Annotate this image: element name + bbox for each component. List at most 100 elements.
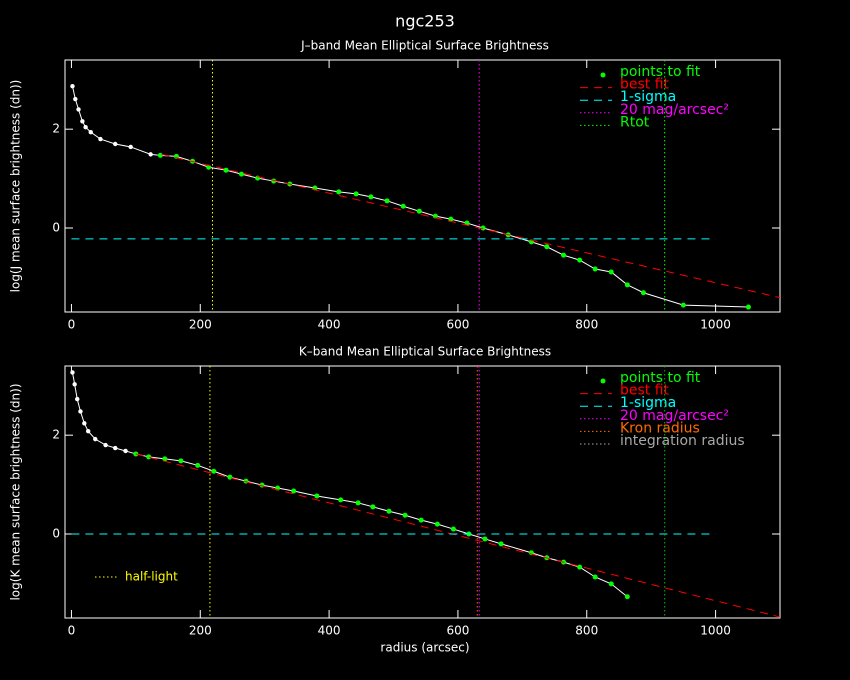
fit-point — [353, 191, 359, 197]
fit-point — [680, 302, 686, 308]
legend-label: Kron radius — [620, 420, 700, 436]
fit-point — [370, 504, 376, 510]
fit-point — [624, 594, 630, 600]
fit-point — [577, 564, 583, 570]
legend-label: best fit — [620, 77, 670, 93]
panel-title: J–band Mean Elliptical Surface Brightnes… — [300, 39, 549, 53]
fit-point — [450, 526, 456, 532]
dashed-line — [135, 453, 780, 618]
legend-label: integration radius — [620, 433, 745, 449]
legend-label: 1-sigma — [620, 395, 676, 411]
fit-point — [544, 244, 550, 250]
fit-point — [592, 574, 598, 580]
fit-point — [482, 536, 488, 542]
fit-point — [162, 456, 168, 462]
plot-frame — [64, 365, 781, 619]
fit-point — [592, 266, 598, 272]
fit-point — [386, 508, 392, 514]
x-tick-label: 800 — [575, 318, 598, 332]
fit-point — [608, 581, 614, 587]
profile-point — [73, 96, 78, 102]
fit-point — [745, 304, 751, 310]
fit-point — [314, 493, 320, 499]
fit-point — [416, 208, 422, 214]
x-tick-label: 1000 — [700, 624, 731, 638]
x-tick-label: 800 — [575, 624, 598, 638]
profile-point — [83, 125, 88, 130]
profile-point — [128, 144, 133, 150]
profile-point — [123, 448, 128, 454]
fit-point — [561, 252, 567, 258]
y-tick-label: 0 — [52, 527, 60, 541]
fit-point — [498, 541, 504, 547]
fit-point — [336, 189, 342, 195]
fit-point — [577, 257, 583, 263]
fit-point — [227, 474, 233, 480]
fit-point — [384, 198, 390, 204]
profile-point — [70, 83, 75, 89]
x-tick-label: 600 — [446, 318, 469, 332]
legend-label: 1-sigma — [620, 89, 676, 105]
fit-point — [338, 497, 344, 503]
fit-point — [223, 167, 229, 173]
page-title: ngc253 — [395, 12, 455, 31]
y-tick-label: 2 — [52, 428, 60, 442]
y-axis-label: log(J mean surface brightness (dn)) — [9, 80, 23, 293]
annotation: half-light — [125, 570, 178, 584]
x-tick-label: 200 — [189, 318, 212, 332]
fit-point — [400, 203, 406, 209]
x-tick-label: 400 — [318, 624, 341, 638]
profile-point — [80, 119, 85, 124]
y-tick-label: 2 — [52, 122, 60, 136]
fit-point — [211, 468, 217, 474]
x-axis-label: radius (arcsec) — [380, 641, 469, 655]
legend-label: best fit — [620, 383, 670, 399]
legend-label: points to fit — [620, 370, 701, 386]
x-tick-label: 0 — [68, 318, 76, 332]
fit-point — [432, 213, 438, 219]
legend-label: Rtot — [620, 114, 650, 130]
fit-point — [464, 220, 470, 226]
profile-point — [88, 129, 93, 135]
dashed-line — [161, 153, 780, 299]
profile-point — [76, 107, 81, 112]
legend-label: points to fit — [620, 64, 701, 80]
profile-point — [70, 370, 75, 375]
fit-point — [402, 512, 408, 518]
fit-point — [448, 216, 454, 222]
profile-point — [82, 421, 87, 426]
profile-point — [148, 152, 153, 157]
panel-title: K–band Mean Elliptical Surface Brightnes… — [299, 345, 551, 359]
fit-point — [178, 458, 184, 464]
fit-point — [434, 521, 440, 527]
fit-point — [238, 171, 244, 177]
x-tick-label: 0 — [68, 624, 76, 638]
fit-point — [146, 454, 152, 460]
fit-point — [243, 478, 249, 484]
y-tick-label: 0 — [52, 221, 60, 235]
x-tick-label: 200 — [189, 624, 212, 638]
fit-point — [157, 152, 163, 158]
profile-point — [113, 445, 118, 451]
x-tick-label: 600 — [446, 624, 469, 638]
profile-point — [98, 136, 103, 142]
fit-point — [418, 517, 424, 523]
fit-point — [291, 488, 297, 494]
fit-point — [480, 225, 486, 231]
profile-line — [71, 372, 628, 598]
profile-point — [72, 382, 77, 387]
fit-point — [608, 269, 614, 275]
legend-marker — [600, 72, 606, 78]
x-tick-label: 400 — [318, 318, 341, 332]
fit-point — [640, 290, 646, 296]
y-axis-label: log(K mean surface brightness (dn)) — [9, 383, 23, 600]
profile-point — [113, 141, 118, 147]
legend-marker — [600, 378, 606, 384]
legend-label: 20 mag/arcsec² — [620, 102, 729, 118]
profile-point — [93, 436, 98, 442]
profile-point — [85, 429, 91, 434]
fit-point — [355, 500, 361, 506]
fit-point — [624, 282, 630, 288]
profile-point — [78, 409, 83, 414]
